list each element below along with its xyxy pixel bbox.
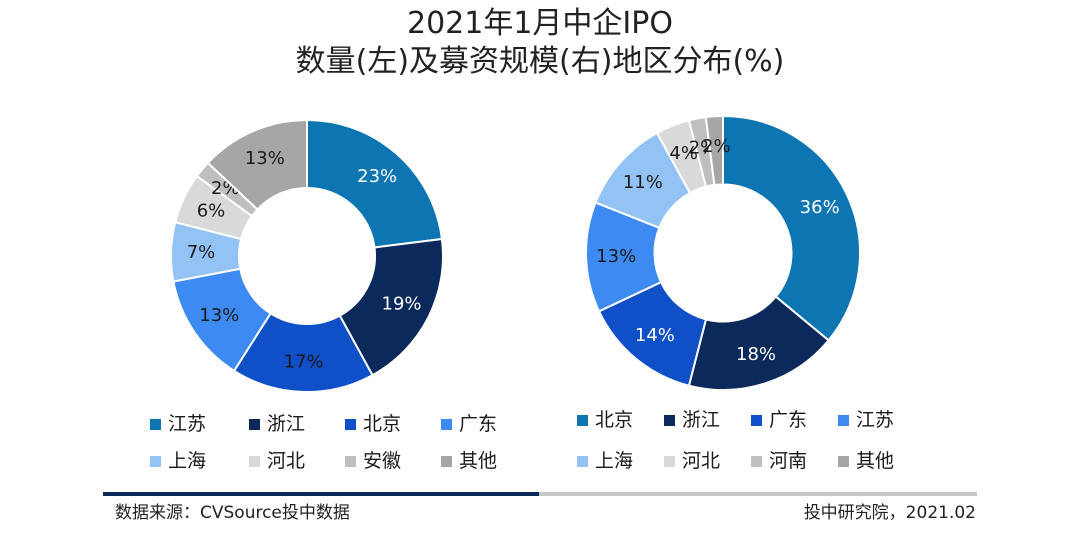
legend-label: 江苏 — [168, 413, 207, 435]
right-donut-legend-item-3: 江苏 — [838, 408, 894, 432]
legend-label: 河北 — [267, 450, 306, 472]
legend-label: 河北 — [682, 450, 721, 472]
right-donut-chart: 36%18%14%13%11%4%2%2% — [585, 114, 861, 391]
left-donut-legend-item-5: 河北 — [249, 449, 305, 473]
right-donut-data-label-7: 2% — [702, 136, 731, 157]
right-donut-data-label-5: 4% — [669, 143, 698, 164]
legend-label: 广东 — [459, 413, 498, 435]
legend-label: 北京 — [363, 413, 402, 435]
right-donut-legend-item-0: 北京 — [577, 408, 633, 432]
legend-label: 上海 — [595, 450, 634, 472]
legend-swatch-icon — [664, 414, 675, 426]
legend-swatch-icon — [577, 455, 588, 467]
footer-rule-light — [539, 492, 977, 496]
right-donut-data-label-3: 13% — [596, 246, 636, 267]
footer-rule-dark — [103, 492, 539, 496]
left-donut-chart: 23%19%17%13%7%6%2%13% — [170, 118, 444, 393]
left-donut-data-label-7: 13% — [245, 148, 285, 169]
legend-label: 其他 — [459, 450, 498, 472]
chart-title-line2: 数量(左)及募资规模(右)地区分布(%) — [295, 44, 785, 79]
right-donut-data-label-0: 36% — [800, 197, 840, 218]
left-donut-slice-7 — [206, 118, 308, 211]
legend-label: 河南 — [769, 450, 808, 472]
left-donut-legend-item-0: 江苏 — [150, 412, 206, 436]
left-donut-data-label-4: 7% — [187, 242, 216, 263]
legend-swatch-icon — [249, 455, 260, 467]
source-note: 数据来源：CVSource投中数据 — [115, 503, 350, 523]
right-donut-data-label-2: 14% — [635, 325, 675, 346]
legend-swatch-icon — [345, 455, 356, 467]
legend-swatch-icon — [345, 418, 356, 430]
chart-title-line1: 2021年1月中企IPO — [407, 6, 673, 41]
legend-swatch-icon — [838, 455, 849, 467]
left-donut-legend-item-1: 浙江 — [249, 412, 305, 436]
left-donut-legend-item-2: 北京 — [345, 412, 401, 436]
right-donut-legend-item-7: 其他 — [838, 449, 894, 473]
left-donut-slice-0 — [306, 118, 444, 249]
left-donut-data-label-1: 19% — [382, 294, 422, 315]
legend-swatch-icon — [751, 455, 762, 467]
right-donut-legend-item-6: 河南 — [751, 449, 807, 473]
legend-label: 北京 — [595, 409, 634, 431]
legend-label: 广东 — [769, 409, 808, 431]
publisher-credit: 投中研究院，2021.02 — [803, 503, 976, 523]
left-donut-legend-item-4: 上海 — [150, 449, 206, 473]
right-donut-data-label-4: 11% — [623, 172, 663, 193]
legend-swatch-icon — [751, 414, 762, 426]
right-donut-legend-item-4: 上海 — [577, 449, 633, 473]
left-donut-legend-item-7: 其他 — [441, 449, 497, 473]
left-donut-data-label-5: 6% — [197, 200, 226, 221]
right-donut-slice-0 — [722, 114, 861, 342]
legend-swatch-icon — [441, 455, 452, 467]
legend-label: 安徽 — [363, 450, 402, 472]
left-donut-data-label-0: 23% — [357, 166, 397, 187]
left-donut-legend-item-6: 安徽 — [345, 449, 401, 473]
left-donut-data-label-3: 13% — [199, 305, 239, 326]
right-donut-legend-item-2: 广东 — [751, 408, 807, 432]
left-donut-slice-1 — [338, 237, 444, 377]
legend-label: 上海 — [168, 450, 207, 472]
legend-swatch-icon — [441, 418, 452, 430]
legend-swatch-icon — [664, 455, 675, 467]
right-donut-legend-item-5: 河北 — [664, 449, 720, 473]
right-donut-data-label-1: 18% — [736, 344, 776, 365]
legend-label: 其他 — [856, 450, 895, 472]
legend-swatch-icon — [150, 455, 161, 467]
legend-label: 浙江 — [682, 409, 721, 431]
legend-swatch-icon — [150, 418, 161, 430]
legend-swatch-icon — [577, 414, 588, 426]
left-donut-legend-item-3: 广东 — [441, 412, 497, 436]
right-donut-slice-7 — [704, 114, 724, 187]
legend-swatch-icon — [838, 414, 849, 426]
right-donut-legend-item-1: 浙江 — [664, 408, 720, 432]
left-donut-data-label-2: 17% — [284, 352, 324, 373]
legend-swatch-icon — [249, 418, 260, 430]
legend-label: 江苏 — [856, 409, 895, 431]
legend-label: 浙江 — [267, 413, 306, 435]
